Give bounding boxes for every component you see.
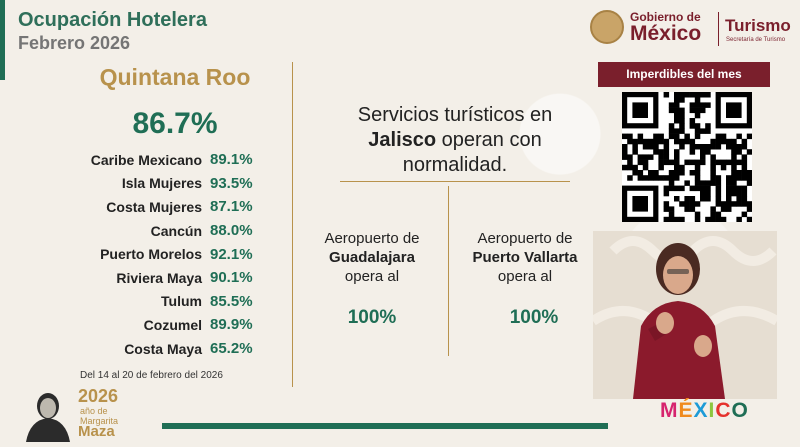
airport-prefix: Aeropuerto de — [477, 230, 573, 247]
page-title: Ocupación Hotelera — [18, 9, 207, 31]
year-text-2: Margarita — [80, 416, 119, 426]
year-name: Maza — [78, 423, 115, 440]
mexico-wordmark: MÉXICO — [660, 399, 749, 422]
main-line-1: Servicios turísticos en — [357, 104, 553, 126]
column-divider — [292, 62, 293, 387]
section-divider — [340, 181, 570, 182]
destination-name: Caribe Mexicano — [90, 151, 202, 168]
airport-pvr-value: 100% — [509, 307, 559, 328]
destination-name: Riviera Maya — [116, 269, 202, 286]
page-subtitle: Febrero 2026 — [18, 33, 131, 53]
destination-value: 88.0% — [210, 222, 253, 240]
airport-suffix: opera al — [344, 268, 400, 285]
airports-divider — [448, 186, 449, 356]
sign-language-interpreter-video — [593, 231, 777, 399]
destination-name: Cozumel — [143, 316, 202, 333]
destination-value: 89.1% — [210, 151, 253, 169]
main-line-2-rest: operan con — [436, 129, 542, 151]
state-highlight: Jalisco — [368, 129, 437, 151]
destination-name: Isla Mujeres — [121, 175, 202, 192]
list-item: Puerto Morelos 92.1% — [40, 242, 280, 266]
main-line-3: normalidad. — [402, 154, 508, 176]
airport-gdl-value: 100% — [347, 307, 397, 328]
interpreter-figure — [593, 231, 777, 399]
imperdibles-header: Imperdibles del mes — [598, 62, 770, 87]
accent-bar — [0, 0, 5, 80]
gobierno-logo: Gobierno de México Turismo Secretaría de… — [590, 8, 800, 48]
year-text-1: año de — [80, 406, 108, 416]
period-note: Del 14 al 20 de febrero del 2026 — [80, 370, 223, 381]
gob-line-1: Gobierno de — [630, 10, 701, 24]
destination-value: 90.1% — [210, 269, 253, 287]
destination-name: Puerto Morelos — [100, 246, 202, 263]
list-item: Costa Mujeres 87.1% — [40, 195, 280, 219]
list-item: Caribe Mexicano 89.1% — [40, 148, 280, 172]
year-label: 2026 — [78, 386, 119, 406]
list-item: Isla Mujeres 93.5% — [40, 172, 280, 196]
qr-pattern — [622, 92, 753, 223]
logo-separator — [718, 12, 719, 46]
turismo-label: Turismo — [725, 16, 791, 35]
airport-suffix: opera al — [497, 268, 553, 285]
destinations-list: Caribe Mexicano 89.1% Isla Mujeres 93.5% C… — [40, 148, 280, 360]
main-message: Servicios turísticos en Jalisco operan c… — [320, 103, 590, 178]
destination-value: 65.2% — [210, 340, 253, 358]
list-item: Riviera Maya 90.1% — [40, 266, 280, 290]
turismo-sub: Secretaría de Turismo — [726, 37, 786, 43]
destination-value: 87.1% — [210, 198, 253, 216]
destination-name: Costa Mujeres — [106, 198, 202, 215]
list-item: Cozumel 89.9% — [40, 313, 280, 337]
list-item: Cancún 88.0% — [40, 219, 280, 243]
state-name: Quintana Roo — [99, 64, 251, 90]
airport-gdl: Aeropuerto de Guadalajara opera al — [302, 229, 442, 286]
airport-name: Guadalajara — [329, 249, 415, 266]
airport-prefix: Aeropuerto de — [324, 230, 420, 247]
portrait-icon — [26, 393, 70, 442]
seal-icon — [590, 10, 624, 44]
state-total: 86.7% — [132, 107, 218, 140]
airport-name: Puerto Vallarta — [472, 249, 578, 266]
airport-pvr: Aeropuerto de Puerto Vallarta opera al — [455, 229, 595, 286]
destination-name: Tulum — [161, 293, 202, 310]
mexico-logo: MÉXICO — [660, 399, 749, 423]
footer-bar — [162, 423, 608, 429]
qr-code-icon[interactable] — [622, 92, 753, 223]
destination-name: Costa Maya — [124, 340, 202, 357]
main-line-2: Jalisco operan con — [320, 128, 590, 153]
year-text: año de Margarita — [80, 406, 118, 426]
destination-name: Cancún — [150, 222, 202, 239]
destination-value: 89.9% — [210, 316, 253, 334]
margarita-maza-badge: 2026 año de Margarita Maza — [20, 386, 150, 442]
list-item: Costa Maya 65.2% — [40, 337, 280, 361]
destination-value: 93.5% — [210, 174, 253, 192]
list-item: Tulum 85.5% — [40, 290, 280, 314]
gob-line-2: México — [630, 22, 702, 45]
destination-value: 92.1% — [210, 245, 253, 263]
destination-value: 85.5% — [210, 292, 253, 310]
